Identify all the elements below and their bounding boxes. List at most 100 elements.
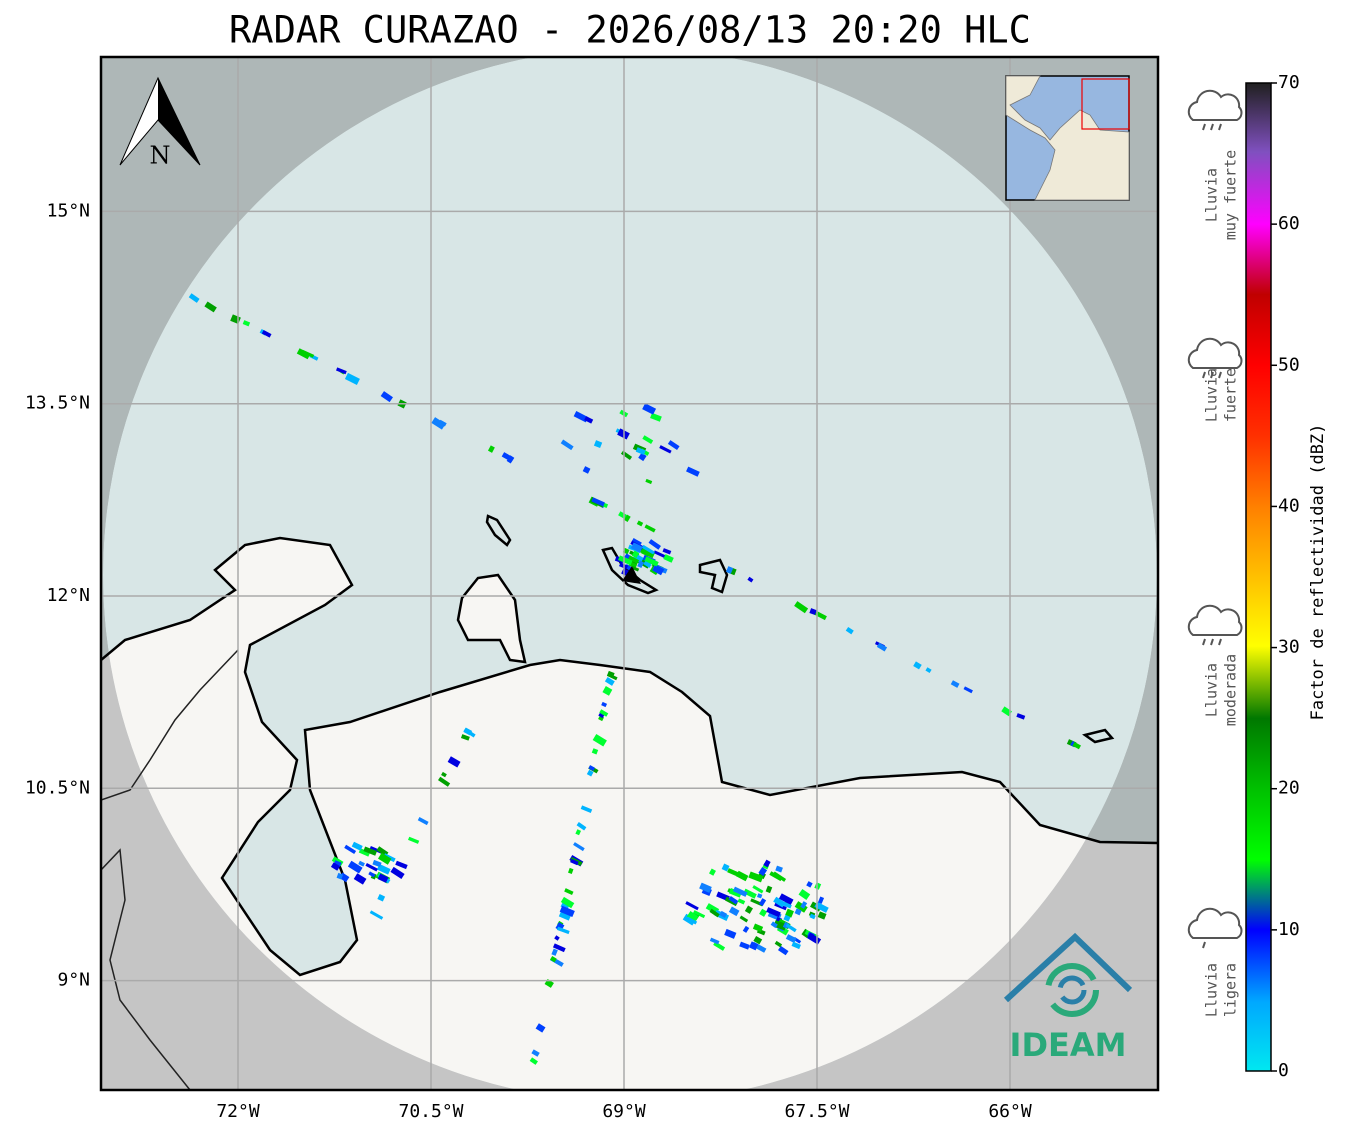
radar-echo	[699, 882, 712, 893]
rain-drop	[1218, 638, 1222, 646]
radar-echo	[344, 844, 357, 855]
radar-echo	[560, 896, 575, 909]
border	[101, 649, 239, 1090]
radar-echo	[640, 547, 655, 559]
radar-echo	[372, 859, 382, 868]
radar-echo	[769, 871, 783, 882]
radar-echo	[575, 829, 582, 836]
radar-echo	[441, 771, 447, 778]
radar-echo	[783, 914, 791, 922]
land	[103, 538, 1157, 1090]
radar-echo	[759, 908, 768, 917]
radar-echo	[463, 728, 476, 738]
radar-echo	[395, 860, 408, 870]
radar-echo	[560, 901, 570, 910]
radar-echo	[650, 412, 662, 422]
rain-drop	[1202, 123, 1206, 131]
radar-echo	[552, 943, 566, 953]
radar-echo	[591, 497, 605, 507]
radar-echo	[644, 524, 656, 533]
lon-tick-label: 70.5°W	[398, 1101, 463, 1122]
radar-echo	[408, 836, 420, 844]
radar-echo	[606, 670, 615, 679]
radar-echo	[752, 885, 764, 894]
cloud-icon	[1187, 907, 1243, 939]
radar-echo	[1072, 741, 1081, 750]
radar-echo	[749, 941, 759, 951]
radar-echo	[630, 542, 643, 553]
radar-echo	[591, 748, 599, 755]
radar-echo	[817, 896, 825, 904]
radar-echo	[652, 564, 665, 576]
radar-echo	[778, 945, 789, 956]
compass-label: N	[150, 142, 171, 170]
radar-echo	[584, 416, 594, 424]
graticule	[101, 57, 1158, 1090]
radar-echo	[560, 439, 574, 451]
radar-echo	[604, 676, 615, 686]
radar-echo	[766, 907, 781, 918]
radar-echo	[814, 901, 829, 913]
radar-echo	[551, 948, 558, 956]
radar-echo	[618, 555, 633, 566]
radar-echo	[380, 391, 393, 403]
radar-echo	[642, 403, 657, 415]
radar-echo	[732, 886, 748, 897]
radar-echo	[602, 686, 613, 696]
map-frame	[99, 55, 1160, 1092]
radar-echo	[774, 902, 787, 911]
radar-echo	[438, 776, 451, 787]
radar-echo	[739, 915, 749, 923]
aruba	[485, 514, 512, 547]
rain-legend-label: muy fuerte	[1222, 150, 1240, 240]
radar-echo	[643, 560, 652, 569]
radar-echo	[586, 769, 594, 777]
radar-echo	[800, 901, 808, 909]
radar-echo	[785, 934, 797, 944]
radar-echo	[351, 841, 363, 851]
radar-echo	[580, 805, 593, 813]
lat-tick-label: 10.5°N	[25, 777, 90, 798]
radar-echo	[632, 566, 640, 572]
radar-echo	[242, 320, 251, 327]
radar-site	[622, 566, 641, 584]
radar-echo	[330, 862, 341, 871]
radar-echo	[353, 873, 367, 885]
colorbar-tick-label: 60	[1278, 213, 1300, 234]
radar-echo	[635, 447, 646, 455]
radar-echo	[798, 889, 811, 900]
radar-echo	[724, 928, 737, 939]
colorbar-tick-label: 40	[1278, 495, 1300, 516]
radar-echo	[588, 765, 595, 771]
radar-echo	[296, 348, 311, 360]
rain-legend-label: moderada	[1222, 654, 1240, 726]
bonaire	[698, 558, 729, 594]
radar-echo	[728, 906, 740, 917]
radar-echo	[806, 881, 813, 888]
radar-echo	[554, 935, 560, 941]
radar-echo	[188, 293, 200, 303]
radar-echo	[628, 555, 640, 564]
radar-echo	[925, 667, 932, 674]
radar-echo	[535, 1023, 546, 1033]
radar-echo	[576, 822, 587, 831]
radar-echo	[636, 520, 644, 527]
radar-echo	[748, 871, 764, 883]
radar-echo	[845, 626, 854, 635]
radar-echo	[775, 865, 783, 873]
colorbar	[1245, 82, 1272, 1072]
radar-echo	[876, 642, 888, 652]
lon-tick-label: 66°W	[988, 1101, 1032, 1122]
rain-legend-label: Lluvia	[1203, 368, 1221, 422]
colorbar-tick-label: 10	[1278, 919, 1300, 940]
radar-echo	[773, 920, 787, 931]
radar-echo	[501, 452, 515, 463]
radar-echo	[529, 1057, 538, 1065]
radar-echo	[653, 550, 667, 559]
radar-echo	[358, 848, 371, 857]
radar-echo	[719, 910, 728, 919]
radar-echo	[739, 941, 750, 950]
radar-echo	[376, 863, 391, 875]
radar-echo	[593, 440, 603, 449]
radar-echo	[431, 417, 446, 430]
